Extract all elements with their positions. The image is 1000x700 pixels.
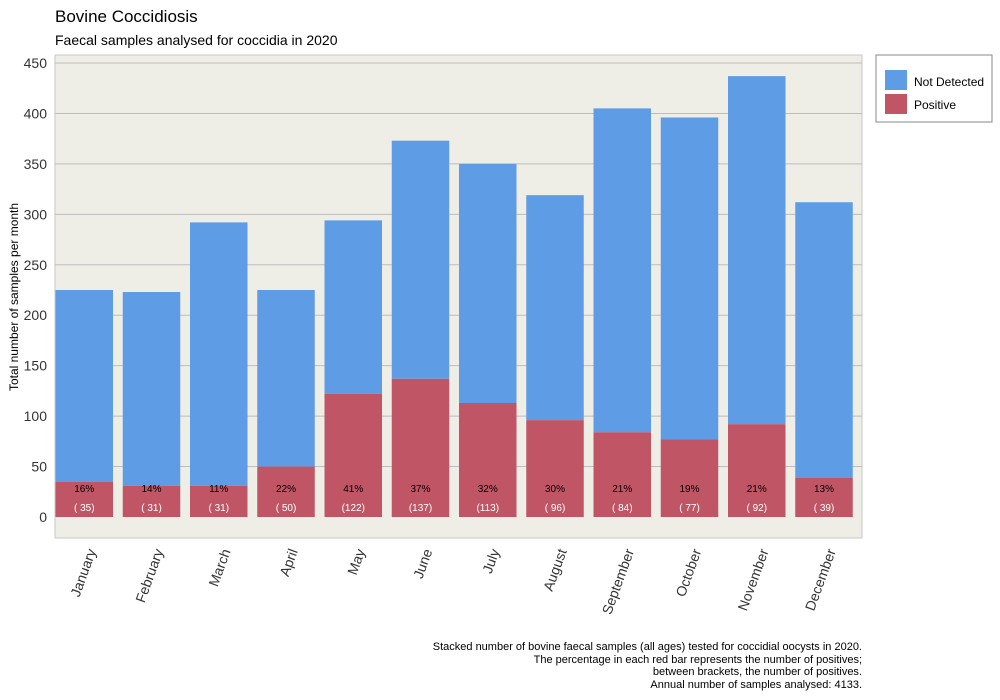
x-tick-label: June bbox=[410, 546, 435, 580]
bar-labels: 16% ( 35) 14% ( 31) 11% ( 31) 22% ( 50) 41% (122)… bbox=[74, 484, 834, 514]
bar-count-label: ( 84) bbox=[612, 503, 633, 514]
chart-title: Bovine Coccidiosis bbox=[55, 7, 198, 26]
bar-not-detected bbox=[122, 292, 181, 486]
bar-count-label: ( 31) bbox=[141, 503, 162, 514]
caption-line: Annual number of samples analysed: 4133. bbox=[650, 678, 862, 691]
bar-positive bbox=[122, 485, 181, 517]
bar-positive bbox=[795, 477, 853, 517]
bar-percent-label: 41% bbox=[343, 484, 363, 495]
bar-percent-label: 21% bbox=[612, 484, 632, 495]
y-tick-label: 50 bbox=[31, 459, 47, 475]
y-tick-label: 350 bbox=[24, 156, 48, 172]
bars bbox=[55, 76, 853, 517]
y-tick-label: 450 bbox=[24, 55, 48, 71]
bar-count-label: ( 96) bbox=[545, 503, 566, 514]
bar-not-detected bbox=[190, 222, 248, 486]
y-tick-label: 100 bbox=[24, 408, 48, 424]
bar-count-label: (122) bbox=[342, 503, 365, 514]
x-tick-label: December bbox=[802, 546, 839, 612]
bar-positive bbox=[593, 432, 651, 517]
bar-positive bbox=[526, 420, 584, 517]
x-tick-label: May bbox=[344, 547, 368, 577]
caption-line: between brackets, the number of positive… bbox=[652, 666, 862, 678]
bar-positive bbox=[391, 378, 450, 517]
y-axis-label: Total number of samples per month bbox=[7, 203, 21, 391]
x-tick-label: March bbox=[205, 547, 233, 589]
bar-positive bbox=[55, 481, 113, 517]
bar-not-detected bbox=[728, 76, 786, 425]
bar-positive bbox=[190, 485, 248, 517]
y-axis-ticks: 0 50 100 150 200 250 300 350 400 450 bbox=[24, 55, 48, 525]
x-tick-label: July bbox=[479, 547, 503, 576]
legend-label-not-detected: Not Detected bbox=[914, 75, 984, 89]
bar-count-label: ( 31) bbox=[208, 503, 229, 514]
bar-not-detected bbox=[391, 140, 450, 379]
bar-percent-label: 21% bbox=[747, 484, 767, 495]
plot-area bbox=[54, 54, 863, 539]
bar-percent-label: 11% bbox=[209, 484, 228, 495]
bar-positive bbox=[257, 466, 315, 517]
legend-label-positive: Positive bbox=[914, 98, 956, 112]
x-tick-label: September bbox=[599, 546, 638, 616]
x-tick-label: February bbox=[132, 547, 166, 605]
bar-not-detected bbox=[55, 289, 113, 482]
bar-percent-label: 19% bbox=[679, 484, 699, 495]
legend-swatch-not-detected bbox=[885, 70, 907, 90]
caption-line: The percentage in each red bar represent… bbox=[533, 653, 862, 666]
chart-subtitle: Faecal samples analysed for coccidia in … bbox=[55, 32, 338, 48]
legend-swatch-positive bbox=[885, 94, 907, 114]
bar-positive bbox=[459, 402, 517, 517]
x-tick-label: January bbox=[67, 547, 99, 599]
bar-positive bbox=[660, 439, 719, 517]
bar-not-detected bbox=[257, 289, 315, 467]
legend[interactable]: Not Detected Positive bbox=[875, 54, 993, 123]
bar-not-detected bbox=[324, 220, 382, 394]
y-tick-label: 250 bbox=[24, 257, 48, 273]
chart-caption: Stacked number of bovine faecal samples … bbox=[433, 641, 862, 691]
bar-count-label: ( 92) bbox=[746, 503, 767, 514]
x-tick-label: November bbox=[734, 546, 771, 612]
bar-count-label: ( 50) bbox=[276, 503, 297, 514]
bar-not-detected bbox=[795, 202, 853, 478]
bar-percent-label: 30% bbox=[545, 484, 565, 495]
y-tick-label: 0 bbox=[39, 509, 47, 525]
chart: Bovine Coccidiosis Faecal samples analys… bbox=[7, 7, 993, 616]
x-tick-label: April bbox=[276, 547, 301, 579]
bar-positive bbox=[728, 424, 786, 517]
bar-percent-label: 22% bbox=[276, 484, 296, 495]
bar-count-label: (137) bbox=[409, 503, 432, 514]
bar-count-label: (113) bbox=[476, 503, 499, 514]
caption-line: Stacked number of bovine faecal samples … bbox=[432, 641, 862, 653]
x-tick-label: October bbox=[672, 546, 704, 599]
bar-not-detected bbox=[660, 117, 719, 440]
bar-not-detected bbox=[526, 195, 584, 421]
bar-percent-label: 32% bbox=[478, 484, 498, 495]
bar-percent-label: 16% bbox=[74, 484, 94, 495]
bar-percent-label: 14% bbox=[141, 484, 161, 495]
y-tick-label: 300 bbox=[24, 206, 48, 222]
bar-not-detected bbox=[459, 163, 517, 403]
x-axis-ticks: January February March April May June July Augu… bbox=[67, 546, 839, 616]
y-tick-label: 150 bbox=[24, 358, 48, 374]
bar-percent-label: 37% bbox=[410, 484, 430, 495]
bar-percent-label: 13% bbox=[814, 484, 834, 495]
bar-count-label: ( 77) bbox=[679, 503, 700, 514]
x-tick-label: August bbox=[540, 546, 570, 593]
y-tick-label: 200 bbox=[24, 307, 48, 323]
y-tick-label: 400 bbox=[24, 105, 48, 121]
bar-count-label: ( 39) bbox=[814, 503, 835, 514]
gridlines bbox=[55, 62, 862, 468]
bar-positive bbox=[324, 393, 382, 517]
bar-not-detected bbox=[593, 108, 651, 433]
bar-count-label: ( 35) bbox=[74, 503, 95, 514]
